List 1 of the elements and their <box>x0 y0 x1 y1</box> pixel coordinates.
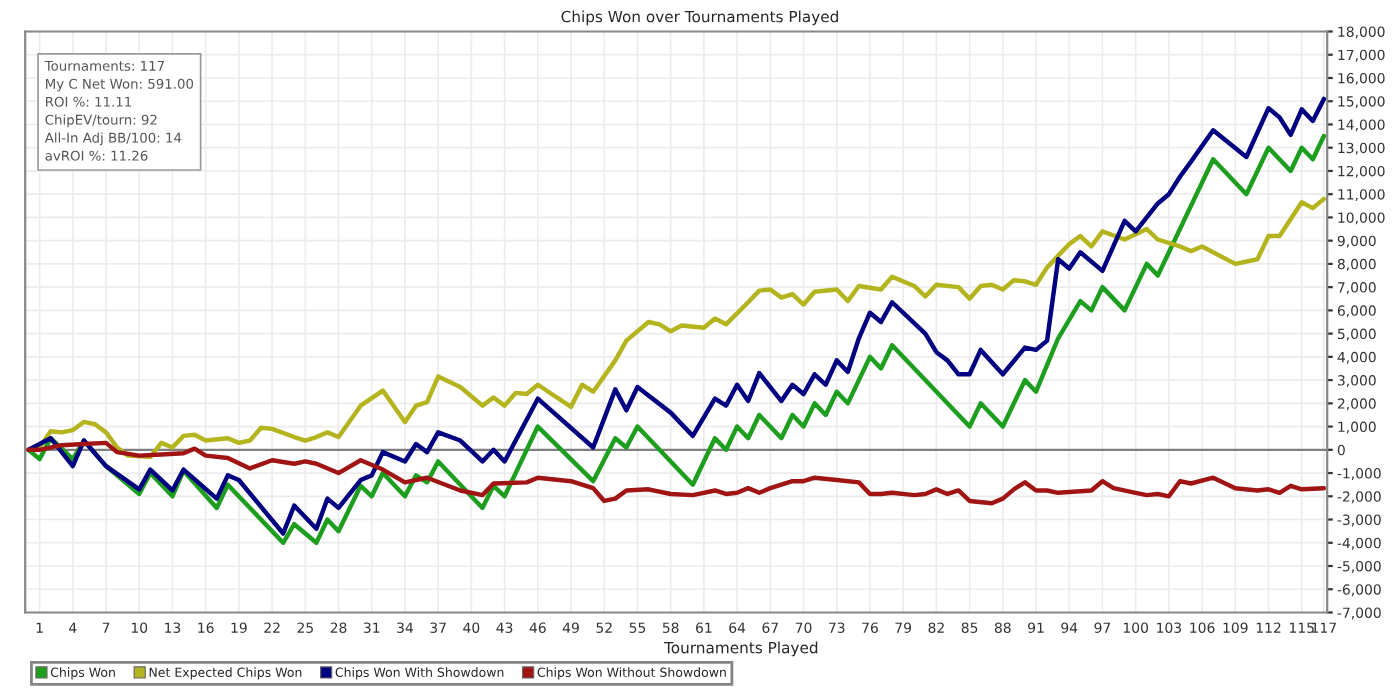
line-series <box>26 440 1327 506</box>
